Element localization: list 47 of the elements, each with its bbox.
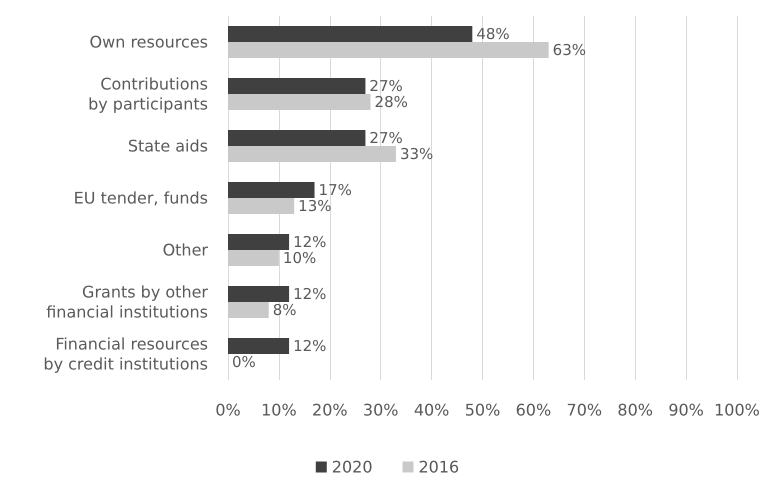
bar <box>228 94 371 110</box>
x-tick-label: 10% <box>261 400 297 420</box>
data-label: 33% <box>400 145 434 163</box>
y-tick-label: Grants by other financial institutions <box>46 282 208 322</box>
y-tick-label: Own resources <box>90 32 208 52</box>
y-tick-label: EU tender, funds <box>74 188 208 208</box>
x-tick-label: 80% <box>617 400 653 420</box>
data-label: 8% <box>272 301 297 319</box>
data-label: 12% <box>293 337 326 355</box>
data-label: 10% <box>282 249 316 267</box>
legend-label: 2020 <box>332 458 372 476</box>
data-label: 12% <box>293 285 326 303</box>
y-tick-label: Contributions by participants <box>88 74 208 114</box>
bar <box>228 182 315 198</box>
data-label: 48% <box>476 25 510 43</box>
x-tick-label: 60% <box>516 400 552 420</box>
bar <box>228 26 472 42</box>
bar <box>228 146 396 162</box>
bar <box>228 338 290 354</box>
data-label: 63% <box>552 41 586 59</box>
bar <box>228 286 290 302</box>
bar <box>228 250 279 266</box>
bar <box>228 78 366 94</box>
bar <box>228 130 366 146</box>
x-tick-label: 100% <box>714 400 760 420</box>
y-tick-label: Other <box>162 240 208 260</box>
x-tick-label: 0% <box>215 400 241 420</box>
x-tick-label: 20% <box>312 400 348 420</box>
legend-label: 2016 <box>418 458 460 476</box>
x-tick-label: 40% <box>414 400 450 420</box>
data-label: 0% <box>232 353 256 371</box>
bar <box>228 198 294 214</box>
data-label: 12% <box>293 233 326 251</box>
bar <box>228 234 290 250</box>
bar <box>228 302 269 318</box>
y-tick-label: State aids <box>128 136 208 156</box>
y-tick-label: Financial resources by credit institutions <box>43 334 208 374</box>
bar <box>228 42 549 58</box>
data-label: 27% <box>369 77 403 95</box>
data-label: 28% <box>374 93 408 111</box>
data-label: 17% <box>318 181 352 199</box>
x-tick-label: 30% <box>362 400 398 420</box>
data-label: 13% <box>298 197 332 215</box>
x-tick-label: 90% <box>668 400 704 420</box>
x-tick-label: 50% <box>464 400 500 420</box>
x-tick-label: 70% <box>566 400 602 420</box>
data-label: 27% <box>369 129 403 147</box>
